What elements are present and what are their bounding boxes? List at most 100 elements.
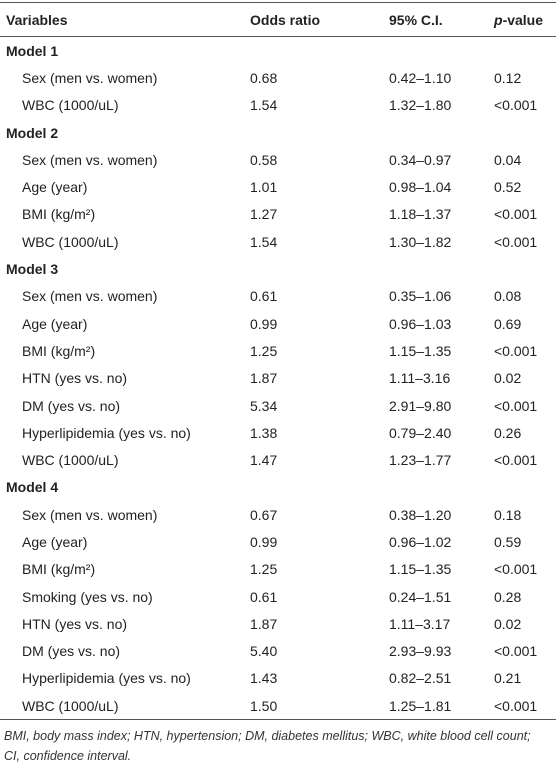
cell: BMI (kg/m²) xyxy=(22,561,96,578)
cell: Hyperlipidemia (yes vs. no) xyxy=(22,424,191,441)
data-row: Sex (men vs. women) 0.61 0.35–1.06 0.08 xyxy=(0,283,556,310)
cell: 5.40 xyxy=(250,643,278,660)
cell: 1.25 xyxy=(250,561,278,578)
cell: HTN (yes vs. no) xyxy=(22,370,128,387)
group-row: Model 3 xyxy=(0,255,556,282)
cell: 0.96–1.02 xyxy=(389,533,452,550)
cell: Sex (men vs. women) xyxy=(22,69,158,86)
cell: 5.34 xyxy=(250,397,278,414)
cell: BMI (kg/m²) xyxy=(22,342,96,359)
cell: 1.47 xyxy=(250,452,278,469)
data-row: BMI (kg/m²) 1.25 1.15–1.35 <0.001 xyxy=(0,556,556,583)
cell: 0.68 xyxy=(250,69,278,86)
group-label: Model 4 xyxy=(6,479,59,496)
data-row: Age (year) 1.01 0.98–1.04 0.52 xyxy=(0,173,556,200)
cell: 0.26 xyxy=(494,424,522,441)
cell: <0.001 xyxy=(494,233,538,250)
cell: 1.15–1.35 xyxy=(389,342,452,359)
header-cell: Variables xyxy=(6,11,68,28)
cell: BMI (kg/m²) xyxy=(22,206,96,223)
cell: 1.27 xyxy=(250,206,278,223)
data-row: Hyperlipidemia (yes vs. no) 1.43 0.82–2.51… xyxy=(0,665,556,692)
header-cell: 95% C.I. xyxy=(389,11,443,28)
cell: 0.34–0.97 xyxy=(389,151,452,168)
cell: <0.001 xyxy=(494,97,538,114)
cell: Age (year) xyxy=(22,533,88,550)
cell: <0.001 xyxy=(494,561,538,578)
data-row: Sex (men vs. women) 0.58 0.34–0.97 0.04 xyxy=(0,146,556,173)
cell: 0.12 xyxy=(494,69,522,86)
cell: 1.01 xyxy=(250,179,278,196)
cell: 1.30–1.82 xyxy=(389,233,452,250)
header-row: Variables Odds ratio 95% C.I. p-value xyxy=(0,2,556,37)
cell: WBC (1000/uL) xyxy=(22,97,119,114)
cell: 1.25 xyxy=(250,342,278,359)
cell: 0.99 xyxy=(250,315,278,332)
data-row: BMI (kg/m²) 1.27 1.18–1.37 <0.001 xyxy=(0,201,556,228)
cell: 0.79–2.40 xyxy=(389,424,452,441)
data-row: DM (yes vs. no) 5.34 2.91–9.80 <0.001 xyxy=(0,392,556,419)
cell: 0.69 xyxy=(494,315,522,332)
group-label: Model 2 xyxy=(6,124,59,141)
cell: 0.59 xyxy=(494,533,522,550)
data-row: WBC (1000/uL) 1.50 1.25–1.81 <0.001 xyxy=(0,692,556,720)
cell: 1.23–1.77 xyxy=(389,452,452,469)
cell: 0.35–1.06 xyxy=(389,288,452,305)
group-row: Model 1 xyxy=(0,37,556,65)
table-header: Variables Odds ratio 95% C.I. p-value xyxy=(0,2,556,37)
cell: 0.96–1.03 xyxy=(389,315,452,332)
cell: Age (year) xyxy=(22,315,88,332)
cell: Smoking (yes vs. no) xyxy=(22,588,153,605)
cell: <0.001 xyxy=(494,643,538,660)
cell: 1.15–1.35 xyxy=(389,561,452,578)
cell: 0.67 xyxy=(250,506,278,523)
cell: 0.61 xyxy=(250,288,278,305)
cell: Sex (men vs. women) xyxy=(22,506,158,523)
cell: WBC (1000/uL) xyxy=(22,233,119,250)
cell: 1.11–3.16 xyxy=(389,370,451,387)
cell: 0.58 xyxy=(250,151,278,168)
cell: Hyperlipidemia (yes vs. no) xyxy=(22,670,191,687)
cell: Age (year) xyxy=(22,179,88,196)
cell: 2.91–9.80 xyxy=(389,397,452,414)
group-label: Model 3 xyxy=(6,261,59,278)
cell: <0.001 xyxy=(494,452,538,469)
cell: 0.24–1.51 xyxy=(389,588,452,605)
cell: 1.18–1.37 xyxy=(389,206,452,223)
group-row: Model 4 xyxy=(0,474,556,501)
cell: 1.87 xyxy=(250,370,278,387)
cell: 0.99 xyxy=(250,533,278,550)
data-row: Smoking (yes vs. no) 0.61 0.24–1.51 0.28 xyxy=(0,583,556,610)
cell: 1.32–1.80 xyxy=(389,97,452,114)
cell: 0.18 xyxy=(494,506,522,523)
cell: <0.001 xyxy=(494,697,538,714)
data-row: WBC (1000/uL) 1.47 1.23–1.77 <0.001 xyxy=(0,446,556,473)
cell: 1.54 xyxy=(250,233,278,250)
cell: <0.001 xyxy=(494,342,538,359)
cell: Sex (men vs. women) xyxy=(22,151,158,168)
cell: 1.87 xyxy=(250,615,278,632)
table-body: Model 1 Sex (men vs. women) 0.68 0.42–1.10 0… xyxy=(0,37,556,720)
data-row: WBC (1000/uL) 1.54 1.32–1.80 <0.001 xyxy=(0,92,556,119)
group-row: Model 2 xyxy=(0,119,556,146)
data-row: DM (yes vs. no) 5.40 2.93–9.93 <0.001 xyxy=(0,638,556,665)
data-row: HTN (yes vs. no) 1.87 1.11–3.16 0.02 xyxy=(0,365,556,392)
data-row: Hyperlipidemia (yes vs. no) 1.38 0.79–2.40… xyxy=(0,419,556,446)
cell: 0.04 xyxy=(494,151,522,168)
group-label: Model 1 xyxy=(6,42,59,59)
cell: DM (yes vs. no) xyxy=(22,397,121,414)
data-row: BMI (kg/m²) 1.25 1.15–1.35 <0.001 xyxy=(0,337,556,364)
data-row: HTN (yes vs. no) 1.87 1.11–3.17 0.02 xyxy=(0,610,556,637)
cell: 0.61 xyxy=(250,588,278,605)
data-row: Sex (men vs. women) 0.68 0.42–1.10 0.12 xyxy=(0,64,556,91)
cell: 0.38–1.20 xyxy=(389,506,452,523)
cell: <0.001 xyxy=(494,397,538,414)
cell: 0.98–1.04 xyxy=(389,179,452,196)
cell: DM (yes vs. no) xyxy=(22,643,121,660)
cell: 1.50 xyxy=(250,697,278,714)
cell: 1.43 xyxy=(250,670,278,687)
cell: 1.38 xyxy=(250,424,278,441)
cell: 1.54 xyxy=(250,97,278,114)
data-row: Age (year) 0.99 0.96–1.02 0.59 xyxy=(0,528,556,555)
